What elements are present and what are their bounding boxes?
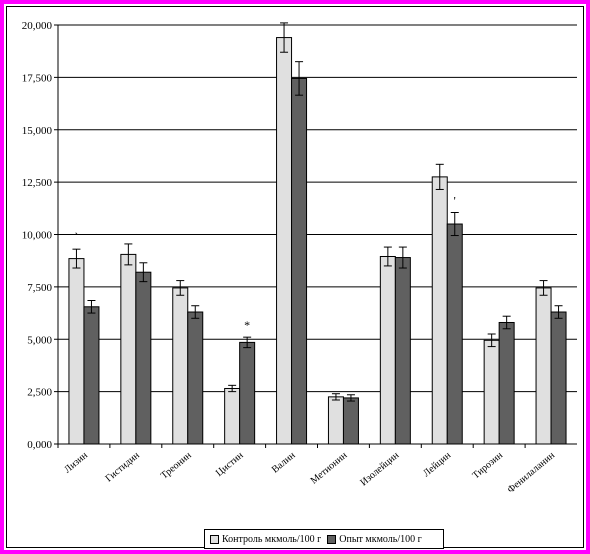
x-axis-tick-labels: Лизин Гистидин Треонин Цистин Валин Метионин И… [62,449,557,495]
bar-experiment [291,77,308,445]
bar-control [224,387,241,445]
bar-experiment [394,257,411,445]
y-tick-label: 17,500 [22,72,53,84]
y-tick-label: 15,000 [22,125,53,137]
bar-experiment [498,321,515,445]
bar-control [68,258,85,445]
x-tick-label: Метионин [309,449,350,486]
legend-swatch-control [210,534,219,544]
annotation-mark: ' [454,194,456,208]
x-tick-label: Валин [270,449,298,475]
y-tick-label: 20,000 [22,20,53,32]
x-tick-label: Треонин [159,449,194,481]
y-tick-label: 5,000 [27,334,52,346]
y-tick-label: 7,500 [27,282,52,294]
legend-item-control: Контроль мкмоль/100 г [210,534,321,545]
x-tick-label: Изолейцин [358,449,401,488]
bar-control [483,339,500,445]
y-tick-label: 10,000 [22,230,53,242]
bar-experiment [83,306,100,445]
x-tick-label: Цистин [214,449,246,478]
bar-control [120,253,137,445]
annotation-mark: * [244,318,250,332]
bar-control [535,287,552,445]
bar-experiment [550,311,567,445]
annotation-mark: ` [74,230,78,244]
bars [68,37,567,445]
bar-experiment [135,271,152,445]
bar-control [431,176,448,445]
legend-item-experiment: Опыт мкмоль/100 г [327,533,422,545]
x-tick-label: Лизин [62,449,90,475]
legend-label-control: Контроль мкмоль/100 г [222,533,322,545]
legend-label-experiment: Опыт мкмоль/100 г [339,533,422,545]
bar-experiment [446,223,463,445]
error-bars [72,22,563,402]
bar-experiment [187,311,204,445]
x-tick-label: Тирозин [471,449,506,481]
chart-panel: 0,000 2,500 5,000 7,500 10,000 12,500 15,000 17… [6,6,584,549]
bar-control [379,255,396,445]
annotations: ` * ' [74,194,455,333]
bar-control [276,37,293,445]
legend-swatch-experiment [327,534,337,544]
y-tick-label: 0,000 [27,439,52,451]
bar-experiment [239,341,256,445]
bar-control [327,396,344,445]
y-tick-label: 12,500 [22,177,53,189]
bar-chart: 0,000 2,500 5,000 7,500 10,000 12,500 15,000 17… [22,20,577,496]
bar-control [172,287,189,445]
x-tick-label: Лейцин [421,449,454,479]
legend: Контроль мкмоль/100 г Опыт мкмоль/100 г [204,529,444,549]
bar-experiment [342,397,359,445]
y-tick-label: 2,500 [27,387,52,399]
y-axis-tick-labels: 0,000 2,500 5,000 7,500 10,000 12,500 15,000 17… [22,20,53,451]
x-tick-label: Гистидин [104,449,143,484]
x-tick-label: Фенилаланин [505,449,557,495]
